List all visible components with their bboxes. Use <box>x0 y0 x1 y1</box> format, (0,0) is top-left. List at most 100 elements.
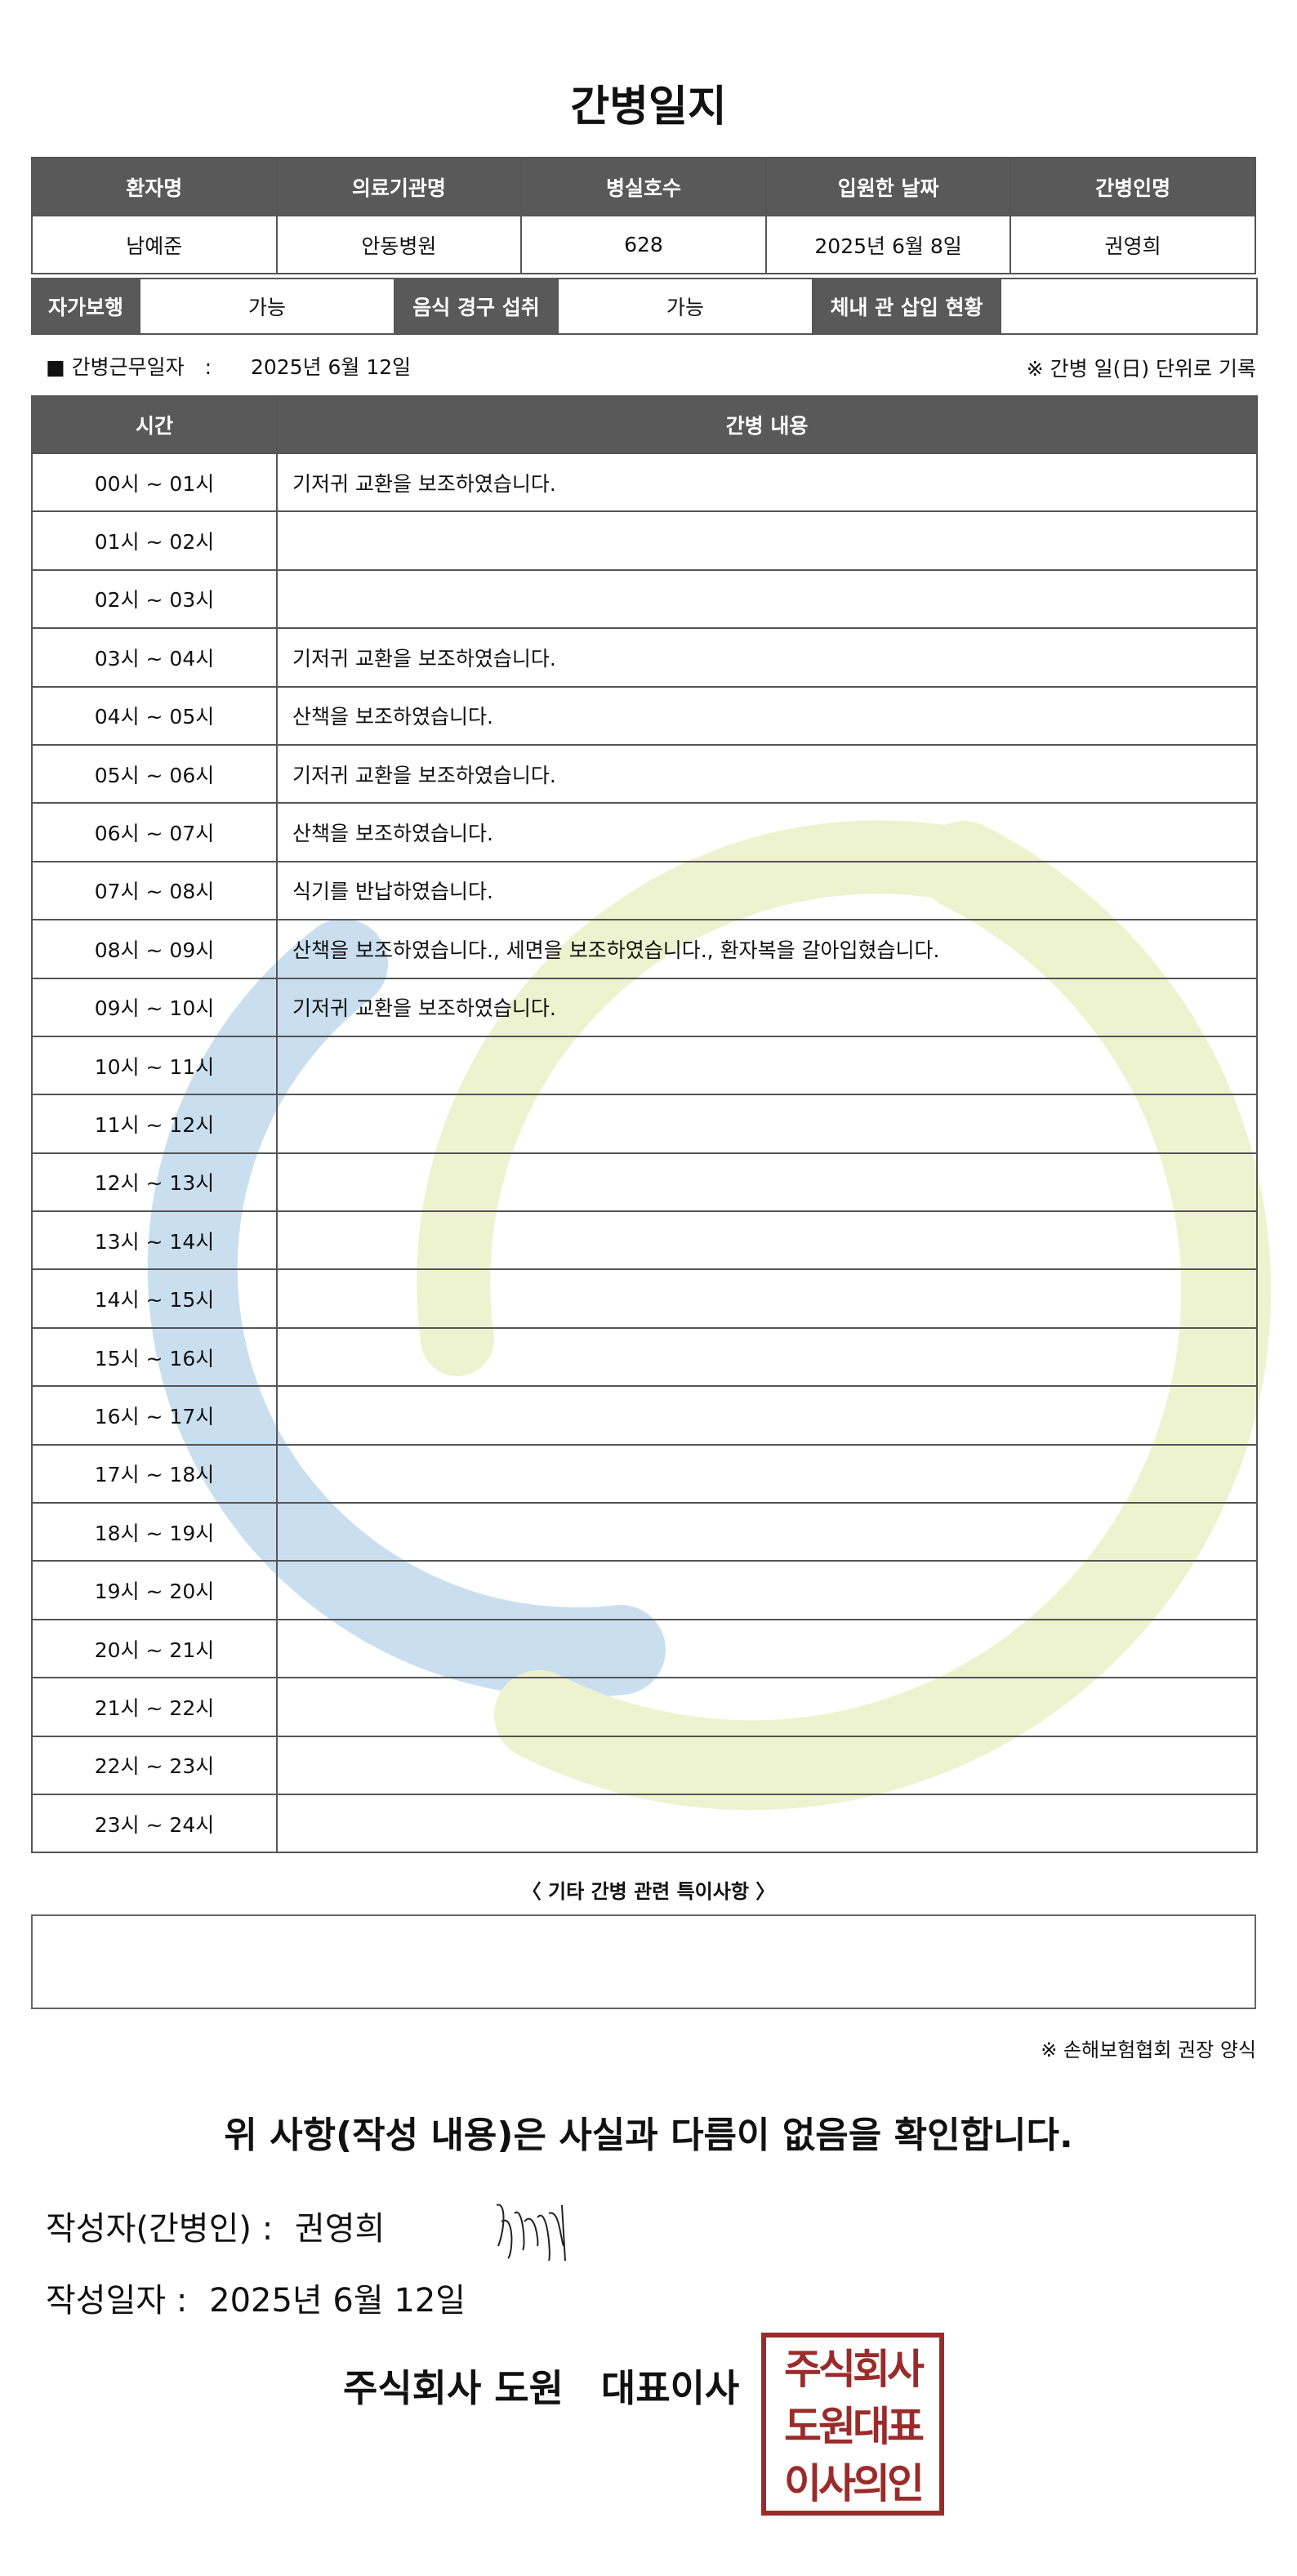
tube-value <box>1000 278 1258 335</box>
confirmation-statement: 위 사항(작성 내용)은 사실과 다름이 없음을 확인합니다. <box>224 2115 1073 2156</box>
time-cell: 19시 ~ 20시 <box>31 1560 278 1620</box>
care-log-table: 시간 간병 내용 00시 ~ 01시 기저귀 교환을 보조하였습니다. 01시 ~ … <box>31 395 1258 1854</box>
table-row: 19시 ~ 20시 <box>31 1560 1258 1620</box>
time-cell: 06시 ~ 07시 <box>31 802 278 862</box>
oral-intake-value: 가능 <box>557 278 813 335</box>
header-patient-name: 환자명 <box>31 157 278 216</box>
table-row: 17시 ~ 18시 <box>31 1443 1258 1504</box>
work-date-label: ■ 간병근무일자 : <box>46 355 212 379</box>
hospital-name: 안동병원 <box>275 215 523 274</box>
table-row: 14시 ~ 15시 <box>31 1268 1258 1329</box>
table-row: 15시 ~ 16시 <box>31 1326 1258 1388</box>
table-row: 02시 ~ 03시 <box>31 568 1258 630</box>
time-cell: 12시 ~ 13시 <box>31 1152 278 1213</box>
table-row: 07시 ~ 08시 식기를 반납하였습니다. <box>31 860 1258 921</box>
content-cell: 산책을 보조하였습니다., 세면을 보조하였습니다., 환자복을 갈아입혔습니다… <box>276 919 1258 979</box>
remarks-title: 〈 기타 간병 관련 특이사항 〉 <box>521 1880 776 1903</box>
content-cell: 식기를 반납하였습니다. <box>276 860 1258 921</box>
content-cell <box>276 568 1258 630</box>
remarks-box <box>31 1914 1256 2009</box>
time-cell: 14시 ~ 15시 <box>31 1268 278 1329</box>
oral-intake-label: 음식 경구 섭취 <box>394 278 559 335</box>
content-cell <box>276 1677 1258 1737</box>
table-row: 00시 ~ 01시 기저귀 교환을 보조하였습니다. <box>31 452 1258 513</box>
writer-name: 권영희 <box>294 2210 386 2248</box>
time-cell: 18시 ~ 19시 <box>31 1502 278 1562</box>
time-cell: 00시 ~ 01시 <box>31 452 278 513</box>
table-row: 13시 ~ 14시 <box>31 1210 1258 1271</box>
time-cell: 05시 ~ 06시 <box>31 743 278 804</box>
write-date-line: 작성일자 : 2025년 6월 12일 <box>46 2274 466 2321</box>
content-cell <box>276 1618 1258 1679</box>
table-row: 21시 ~ 22시 <box>31 1677 1258 1737</box>
table-row: 18시 ~ 19시 <box>31 1502 1258 1562</box>
time-cell: 11시 ~ 12시 <box>31 1094 278 1154</box>
table-row: 12시 ~ 13시 <box>31 1152 1258 1213</box>
table-row: 09시 ~ 10시 기저귀 교환을 보조하였습니다. <box>31 977 1258 1037</box>
table-row: 05시 ~ 06시 기저귀 교환을 보조하였습니다. <box>31 743 1258 804</box>
form-note: ※ 손해보험협회 권장 양식 <box>1041 2039 1256 2061</box>
work-date-line: ■ 간병근무일자 : 2025년 6월 12일 <box>46 351 411 381</box>
content-cell <box>276 1735 1258 1795</box>
content-cell <box>276 1326 1258 1388</box>
time-cell: 01시 ~ 02시 <box>31 510 278 571</box>
table-row: 20시 ~ 21시 <box>31 1618 1258 1679</box>
table-row: 23시 ~ 24시 <box>31 1793 1258 1854</box>
content-cell: 기저귀 교환을 보조하였습니다. <box>276 743 1258 804</box>
signature <box>496 2204 566 2262</box>
walk-label: 자가보행 <box>31 278 140 335</box>
header-admission-date: 입원한 날짜 <box>764 157 1012 216</box>
time-cell: 16시 ~ 17시 <box>31 1385 278 1446</box>
room-number: 628 <box>520 215 767 274</box>
content-cell <box>276 1443 1258 1504</box>
time-cell: 21시 ~ 22시 <box>31 1677 278 1737</box>
content-cell: 기저귀 교환을 보조하였습니다. <box>276 977 1258 1037</box>
table-row: 10시 ~ 11시 <box>31 1035 1258 1096</box>
content-cell <box>276 1385 1258 1446</box>
unit-note: ※ 간병 일(日) 단위로 기록 <box>1026 357 1256 381</box>
time-cell: 09시 ~ 10시 <box>31 977 278 1037</box>
content-cell <box>276 1268 1258 1329</box>
patient-info-table: 환자명 의료기관명 병실호수 입원한 날짜 간병인명 남예준 안동병원 628 … <box>31 157 1256 274</box>
table-row: 06시 ~ 07시 산책을 보조하였습니다. <box>31 802 1258 862</box>
write-date: 2025년 6월 12일 <box>209 2282 466 2320</box>
header-hospital: 의료기관명 <box>275 157 523 216</box>
time-cell: 15시 ~ 16시 <box>31 1326 278 1388</box>
admission-date: 2025년 6월 8일 <box>764 215 1012 274</box>
write-date-label: 작성일자 : <box>46 2282 188 2320</box>
table-row: 01시 ~ 02시 <box>31 510 1258 571</box>
table-row: 22시 ~ 23시 <box>31 1735 1258 1795</box>
patient-status-table: 자가보행 가능 음식 경구 섭취 가능 체내 관 삽입 현황 <box>31 278 1258 335</box>
content-cell: 산책을 보조하였습니다. <box>276 802 1258 862</box>
time-cell: 07시 ~ 08시 <box>31 860 278 921</box>
header-time: 시간 <box>31 395 278 454</box>
company-representative: 주식회사 도원 대표이사 <box>343 2366 740 2410</box>
walk-value: 가능 <box>139 278 395 335</box>
table-row: 08시 ~ 09시 산책을 보조하였습니다., 세면을 보조하였습니다., 환자복… <box>31 919 1258 979</box>
time-cell: 02시 ~ 03시 <box>31 568 278 630</box>
patient-name: 남예준 <box>31 215 278 274</box>
time-cell: 03시 ~ 04시 <box>31 627 278 688</box>
time-cell: 13시 ~ 14시 <box>31 1210 278 1271</box>
content-cell: 산책을 보조하였습니다. <box>276 685 1258 746</box>
content-cell <box>276 1035 1258 1096</box>
header-caregiver: 간병인명 <box>1010 157 1256 216</box>
time-cell: 08시 ~ 09시 <box>31 919 278 979</box>
company-seal: 주식회사 도원대표 이사의인 <box>761 2333 944 2516</box>
table-row: 16시 ~ 17시 <box>31 1385 1258 1446</box>
header-room: 병실호수 <box>520 157 767 216</box>
writer-line: 작성자(간병인) : 권영희 <box>46 2202 385 2249</box>
content-cell: 기저귀 교환을 보조하였습니다. <box>276 452 1258 513</box>
work-date: 2025년 6월 12일 <box>250 355 412 379</box>
tube-label: 체내 관 삽입 현황 <box>812 278 1001 335</box>
content-cell <box>276 1793 1258 1854</box>
content-cell <box>276 1094 1258 1154</box>
content-cell <box>276 1560 1258 1620</box>
time-cell: 20시 ~ 21시 <box>31 1618 278 1679</box>
content-cell <box>276 510 1258 571</box>
table-row: 11시 ~ 12시 <box>31 1094 1258 1154</box>
content-cell <box>276 1210 1258 1271</box>
time-cell: 17시 ~ 18시 <box>31 1443 278 1504</box>
header-content: 간병 내용 <box>276 395 1258 454</box>
time-cell: 23시 ~ 24시 <box>31 1793 278 1854</box>
